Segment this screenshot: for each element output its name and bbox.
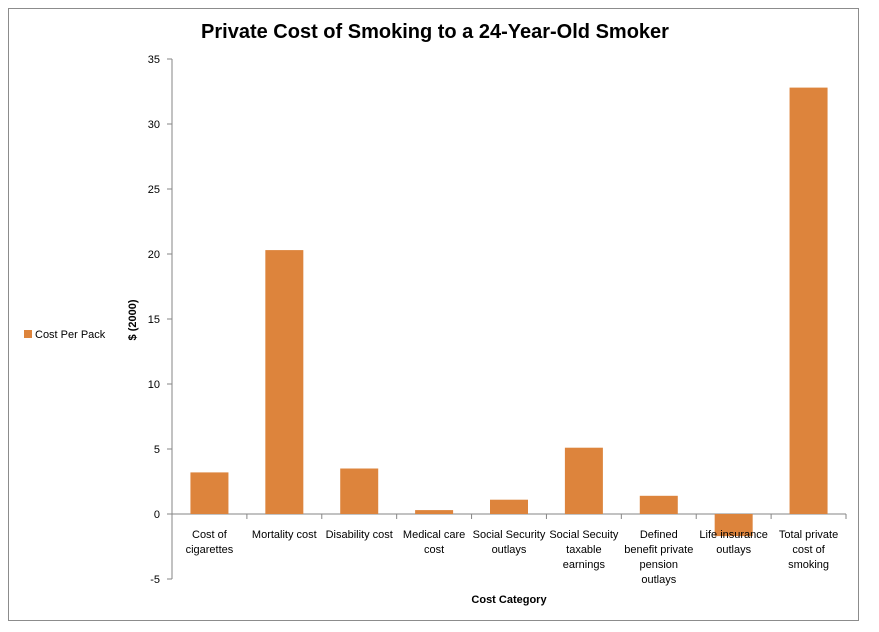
y-tick-label: 25 <box>148 184 160 196</box>
y-tick-label: -5 <box>150 574 160 586</box>
category-label: Social Security outlays <box>473 529 546 556</box>
y-tick-label: 5 <box>154 444 160 456</box>
category-label: Disability cost <box>326 529 393 541</box>
bar <box>415 510 454 514</box>
x-axis-title: Cost Category <box>471 594 547 606</box>
y-tick-label: 30 <box>148 119 160 131</box>
category-label: Social Secuity taxable earnings <box>549 529 619 571</box>
bar <box>639 495 678 514</box>
category-label: Cost of cigarettes <box>186 529 234 556</box>
bar <box>340 468 379 514</box>
legend: Cost Per Pack <box>24 329 106 341</box>
y-tick-label: 35 <box>148 54 160 66</box>
bar <box>564 447 603 514</box>
category-label: Medical care cost <box>403 529 465 556</box>
y-tick-label: 15 <box>148 314 160 326</box>
bar <box>265 250 304 514</box>
bar <box>190 472 229 514</box>
category-label: Life insurance outlays <box>699 529 768 556</box>
chart-title: Private Cost of Smoking to a 24-Year-Old… <box>201 21 669 43</box>
category-label: Total private cost of smoking <box>779 529 838 571</box>
category-label: Defined benefit private pension outlays <box>624 529 693 586</box>
legend-swatch <box>24 330 32 338</box>
bars <box>190 87 828 537</box>
y-tick-label: 0 <box>154 509 160 521</box>
category-labels: Cost of cigarettes Mortality cost Disabilit… <box>186 529 839 586</box>
bar <box>714 514 753 537</box>
bar <box>789 87 828 514</box>
bar <box>490 499 528 514</box>
category-label: Mortality cost <box>252 529 317 541</box>
y-axis-title: $ (2000) <box>127 299 139 340</box>
y-tick-label: 10 <box>148 379 160 391</box>
y-tick-label: 20 <box>148 249 160 261</box>
legend-label: Cost Per Pack <box>35 329 106 341</box>
